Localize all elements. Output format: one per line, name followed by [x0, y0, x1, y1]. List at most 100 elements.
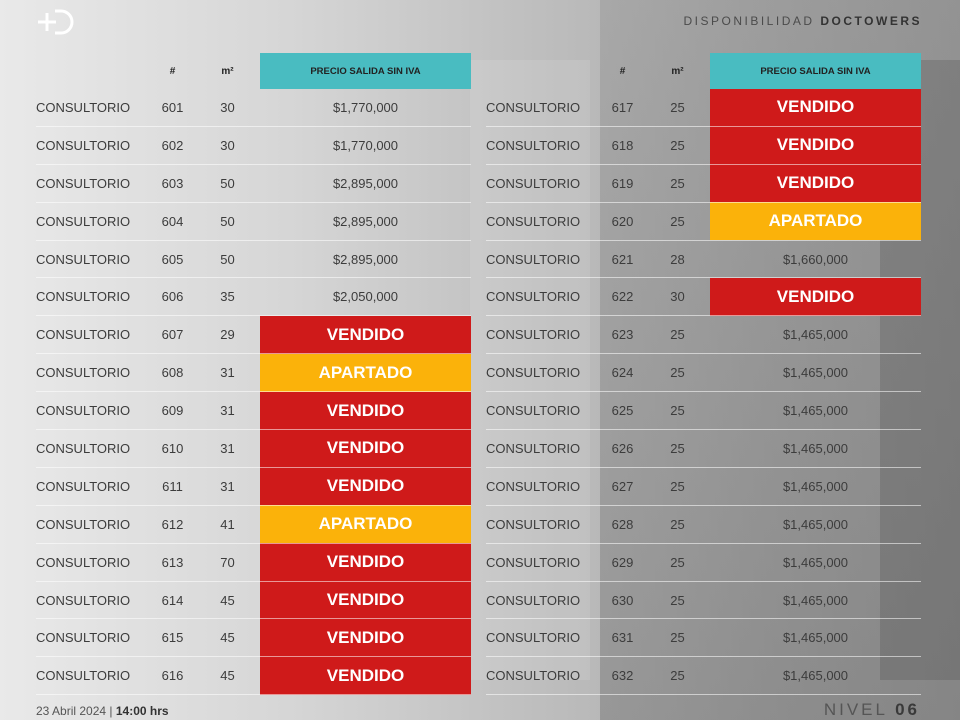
- footer-date: 23 Abril 2024 |: [36, 704, 113, 718]
- unit-price: VENDIDO: [710, 126, 921, 165]
- unit-number: 604: [150, 202, 195, 241]
- unit-type: CONSULTORIO: [36, 618, 150, 658]
- unit-price: $1,465,000: [710, 656, 921, 696]
- price-header: PRECIO SALIDA SIN IVA: [710, 53, 921, 89]
- unit-number: 614: [150, 581, 195, 620]
- unit-area: 31: [195, 391, 260, 431]
- unit-price: $2,050,000: [260, 277, 471, 317]
- unit-area: 50: [195, 240, 260, 279]
- unit-area: 31: [195, 353, 260, 393]
- unit-area: 25: [645, 618, 710, 658]
- unit-number: 608: [150, 353, 195, 393]
- unit-number: 626: [600, 429, 645, 468]
- unit-area: 25: [645, 164, 710, 203]
- unit-area: 50: [195, 164, 260, 203]
- availability-table-left: # m² PRECIO SALIDA SIN IVA CONSULTORIO 60…: [36, 53, 471, 696]
- unit-area: 25: [645, 391, 710, 431]
- unit-type: CONSULTORIO: [36, 202, 150, 241]
- unit-type: CONSULTORIO: [36, 277, 150, 317]
- table-row: CONSULTORIO 627 25 $1,465,000: [486, 467, 921, 506]
- table-row: CONSULTORIO 620 25 APARTADO: [486, 202, 921, 241]
- area-header: m²: [221, 65, 234, 77]
- unit-area: 35: [195, 277, 260, 317]
- unit-number: 625: [600, 391, 645, 431]
- table-row: CONSULTORIO 617 25 VENDIDO: [486, 89, 921, 127]
- unit-number: 605: [150, 240, 195, 279]
- table-row: CONSULTORIO 629 25 $1,465,000: [486, 543, 921, 582]
- table-row: CONSULTORIO 603 50 $2,895,000: [36, 164, 471, 203]
- unit-number: 622: [600, 277, 645, 317]
- unit-price: $2,895,000: [260, 202, 471, 241]
- unit-number: 606: [150, 277, 195, 317]
- unit-type: CONSULTORIO: [486, 164, 600, 203]
- unit-area: 30: [195, 126, 260, 165]
- table-row: CONSULTORIO 628 25 $1,465,000: [486, 505, 921, 544]
- unit-area: 30: [195, 89, 260, 127]
- table-row: CONSULTORIO 621 28 $1,660,000: [486, 240, 921, 279]
- area-header: m²: [671, 65, 684, 77]
- unit-number: 611: [150, 467, 195, 506]
- unit-type: CONSULTORIO: [36, 89, 150, 127]
- unit-price: $1,465,000: [710, 391, 921, 431]
- table-row: CONSULTORIO 618 25 VENDIDO: [486, 126, 921, 165]
- table-row: CONSULTORIO 631 25 $1,465,000: [486, 618, 921, 658]
- unit-type: CONSULTORIO: [36, 315, 150, 355]
- unit-price: $1,465,000: [710, 315, 921, 355]
- doctowers-logo-icon: [38, 9, 74, 35]
- unit-type: CONSULTORIO: [486, 353, 600, 393]
- unit-type: CONSULTORIO: [36, 429, 150, 468]
- unit-type: CONSULTORIO: [486, 240, 600, 279]
- unit-number: 629: [600, 543, 645, 582]
- unit-price: $1,465,000: [710, 618, 921, 658]
- unit-area: 25: [645, 467, 710, 506]
- table-row: CONSULTORIO 630 25 $1,465,000: [486, 581, 921, 620]
- unit-area: 70: [195, 543, 260, 582]
- unit-area: 25: [645, 505, 710, 544]
- number-header: #: [169, 65, 176, 77]
- unit-type: CONSULTORIO: [486, 89, 600, 127]
- table-row: CONSULTORIO 609 31 VENDIDO: [36, 391, 471, 431]
- unit-area: 25: [645, 656, 710, 696]
- unit-price: VENDIDO: [710, 164, 921, 203]
- unit-price: $1,465,000: [710, 581, 921, 620]
- table-row: CONSULTORIO 602 30 $1,770,000: [36, 126, 471, 165]
- unit-type: CONSULTORIO: [486, 315, 600, 355]
- unit-type: CONSULTORIO: [486, 505, 600, 544]
- unit-type: CONSULTORIO: [486, 391, 600, 431]
- unit-price: $1,465,000: [710, 505, 921, 544]
- table-row: CONSULTORIO 615 45 VENDIDO: [36, 618, 471, 658]
- unit-area: 25: [645, 429, 710, 468]
- unit-type: CONSULTORIO: [486, 618, 600, 658]
- unit-price: VENDIDO: [260, 467, 471, 506]
- unit-type: CONSULTORIO: [36, 164, 150, 203]
- unit-number: 624: [600, 353, 645, 393]
- level-indicator: NIVEL 06: [824, 700, 920, 720]
- unit-type: CONSULTORIO: [486, 543, 600, 582]
- unit-area: 45: [195, 618, 260, 658]
- unit-type: CONSULTORIO: [36, 467, 150, 506]
- unit-price: VENDIDO: [260, 429, 471, 468]
- table-row: CONSULTORIO 622 30 VENDIDO: [486, 277, 921, 317]
- unit-price: $1,770,000: [260, 126, 471, 165]
- table-row: CONSULTORIO 611 31 VENDIDO: [36, 467, 471, 506]
- unit-price: $1,465,000: [710, 467, 921, 506]
- unit-type: CONSULTORIO: [486, 581, 600, 620]
- unit-number: 628: [600, 505, 645, 544]
- unit-number: 603: [150, 164, 195, 203]
- unit-type: CONSULTORIO: [36, 126, 150, 165]
- unit-area: 45: [195, 656, 260, 696]
- unit-type: CONSULTORIO: [486, 202, 600, 241]
- level-number: 06: [895, 700, 920, 719]
- unit-area: 28: [645, 240, 710, 279]
- unit-area: 41: [195, 505, 260, 544]
- unit-area: 31: [195, 467, 260, 506]
- number-header: #: [619, 65, 626, 77]
- unit-number: 619: [600, 164, 645, 203]
- level-label: NIVEL: [823, 700, 888, 719]
- unit-area: 25: [645, 353, 710, 393]
- table-row: CONSULTORIO 625 25 $1,465,000: [486, 391, 921, 431]
- unit-price: $2,895,000: [260, 240, 471, 279]
- table-row: CONSULTORIO 604 50 $2,895,000: [36, 202, 471, 241]
- unit-price: APARTADO: [260, 353, 471, 393]
- unit-area: 50: [195, 202, 260, 241]
